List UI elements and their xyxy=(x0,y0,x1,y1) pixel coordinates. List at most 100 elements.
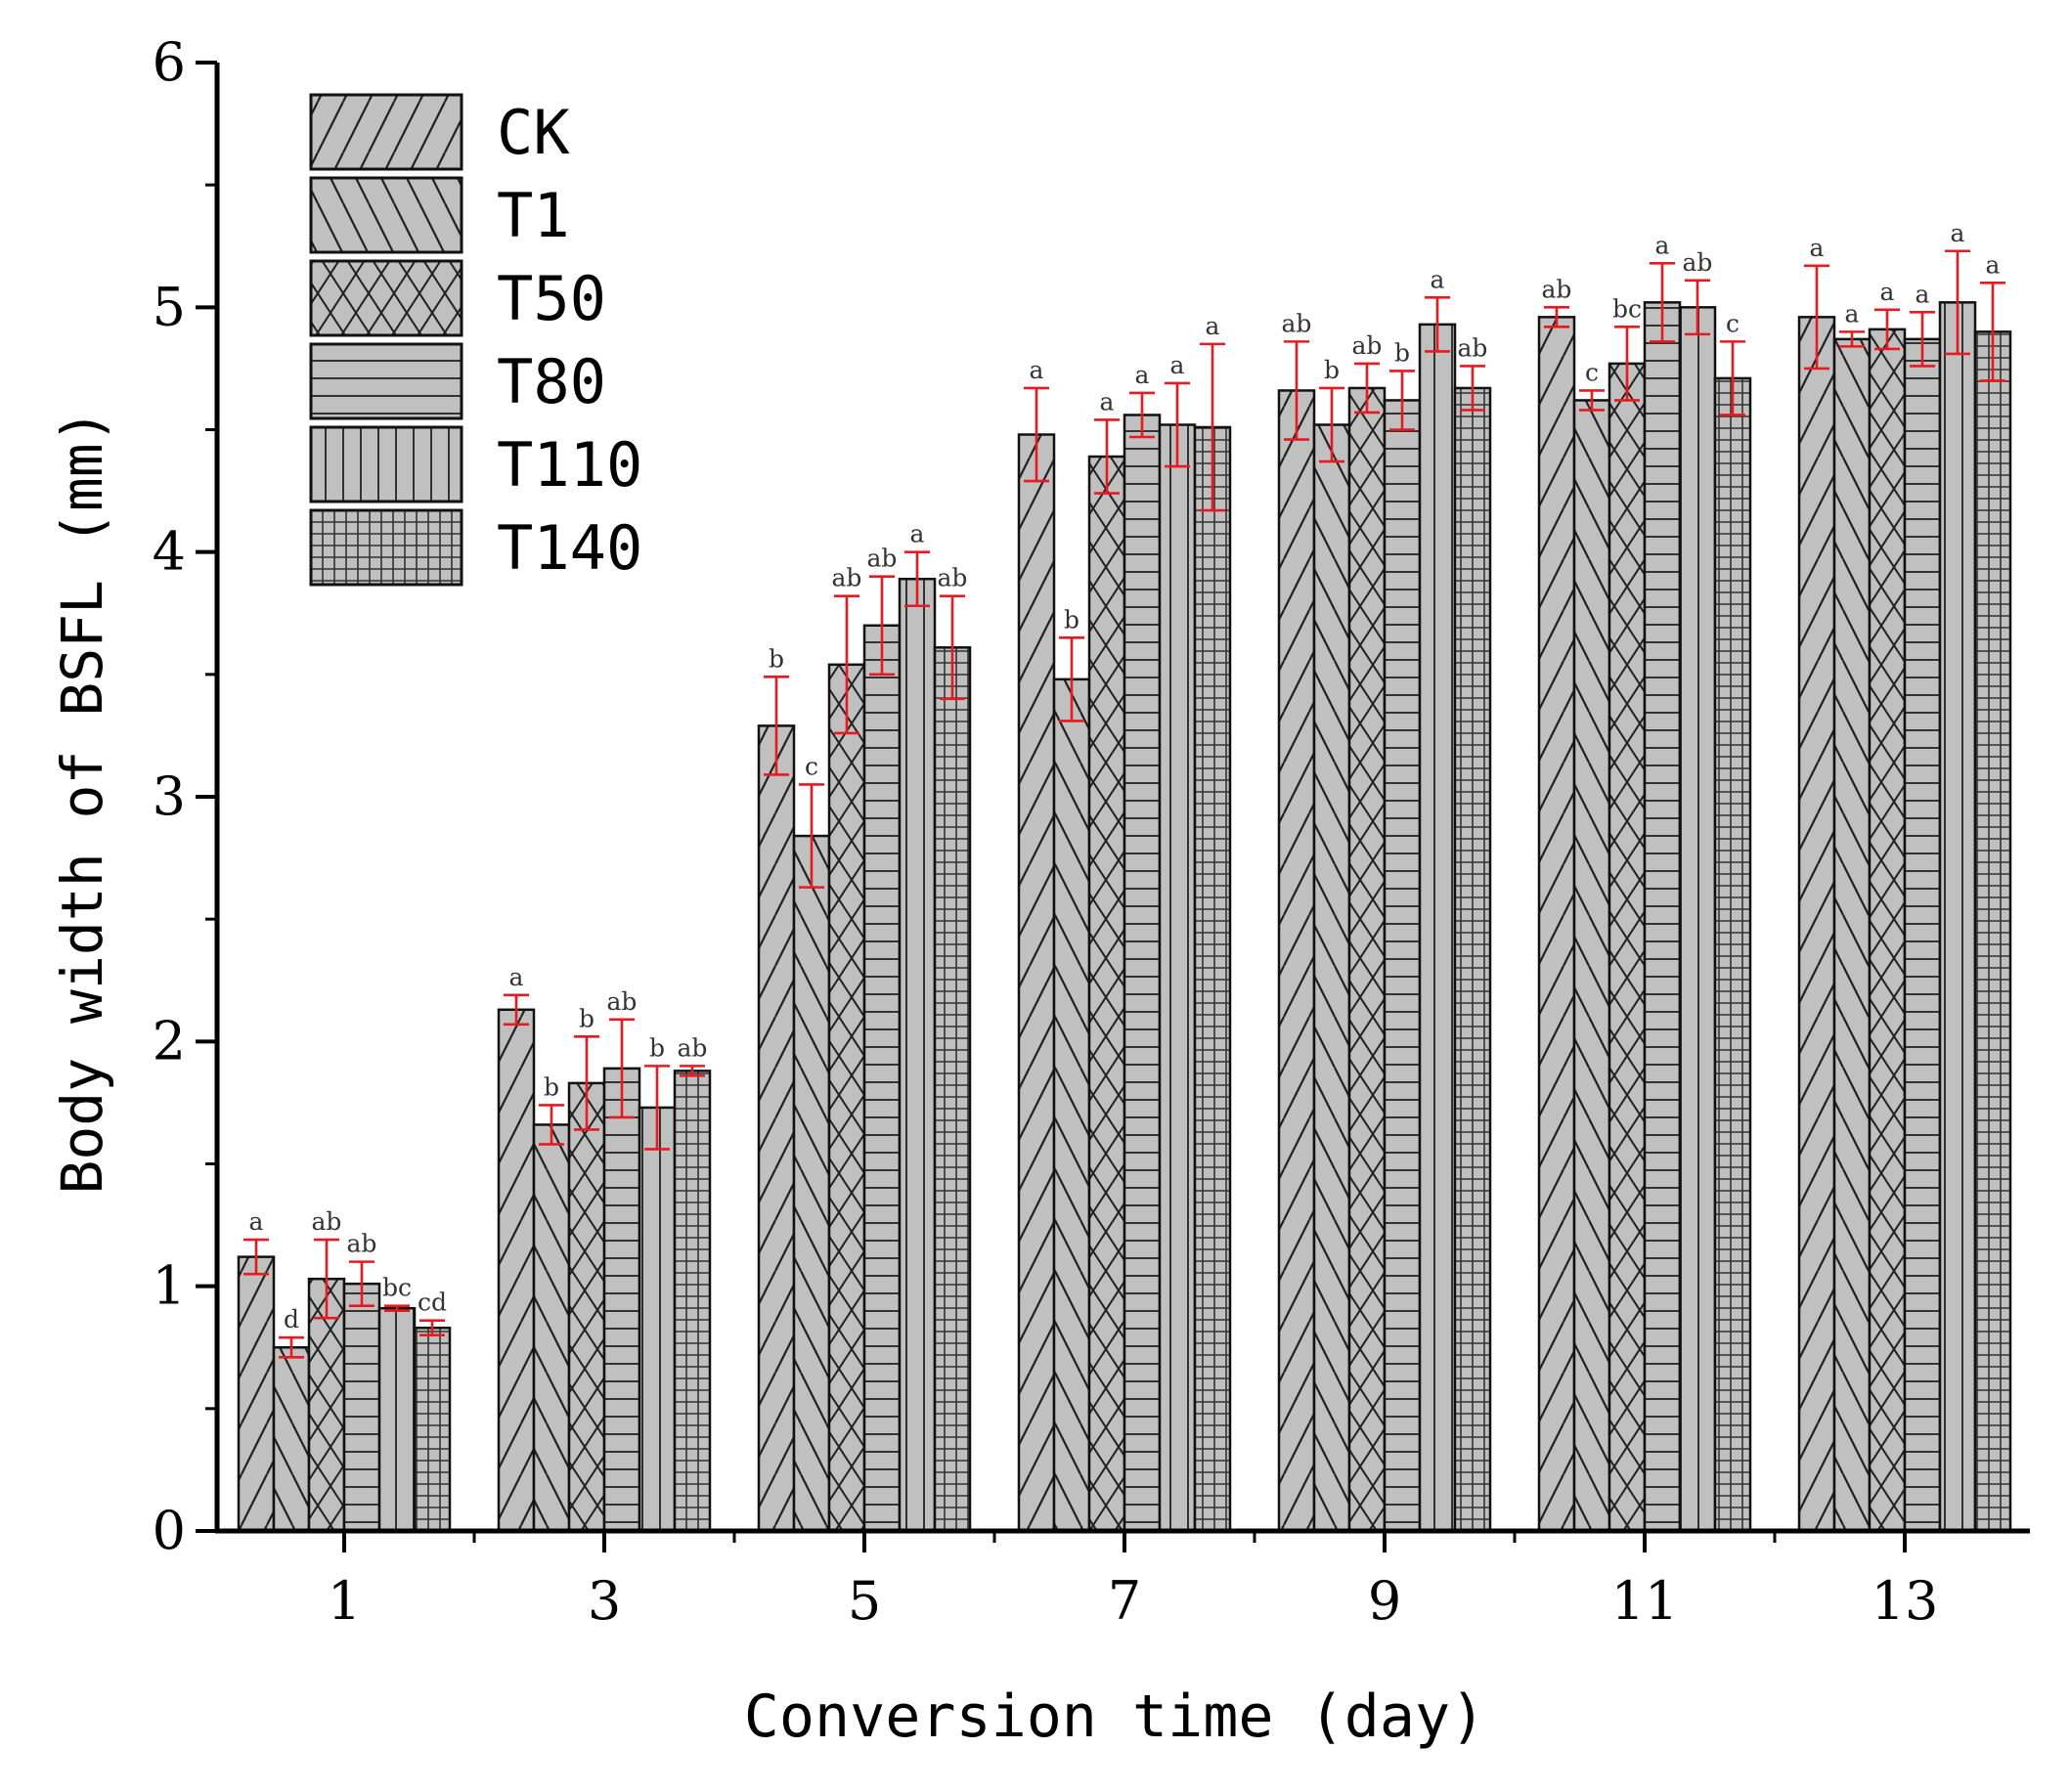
x-tick-label-3: 3 xyxy=(588,1570,621,1632)
significance-letter-T140-day-5: ab xyxy=(938,564,968,592)
x-tick-label-7: 7 xyxy=(1108,1570,1141,1632)
significance-letter-T1-day-7: b xyxy=(1064,605,1079,634)
bar-T80-day-11 xyxy=(1643,301,1682,1533)
legend-label-T80: T80 xyxy=(497,346,606,417)
bar-T50-day-5 xyxy=(827,663,866,1533)
bar-CK-day-1 xyxy=(237,1255,276,1533)
significance-letter-T140-day-11: c xyxy=(1726,309,1740,337)
bar-T110-day-9 xyxy=(1418,323,1457,1533)
bar-T140-day-5 xyxy=(933,646,972,1533)
significance-letter-T140-day-7: a xyxy=(1206,312,1220,340)
significance-letter-T1-day-9: b xyxy=(1324,356,1340,384)
bar-T1-day-13 xyxy=(1832,337,1872,1533)
significance-letter-T80-day-11: a xyxy=(1655,231,1670,259)
x-axis-label: Conversion time (day) xyxy=(744,1683,1486,1751)
bar-T80-day-9 xyxy=(1383,399,1422,1533)
bar-T50-day-11 xyxy=(1608,362,1647,1533)
bar-T140-day-3 xyxy=(673,1070,712,1533)
significance-letter-T80-day-5: ab xyxy=(867,545,898,573)
bar-T110-day-1 xyxy=(377,1306,417,1533)
significance-letter-CK-day-5: b xyxy=(769,644,784,673)
significance-letter-CK-day-13: a xyxy=(1810,234,1825,262)
legend-label-T140: T140 xyxy=(497,512,642,584)
significance-letter-T110-day-3: b xyxy=(649,1033,665,1062)
significance-letter-T110-day-9: a xyxy=(1431,265,1445,293)
bar-T140-day-11 xyxy=(1713,376,1752,1533)
bar-T110-day-3 xyxy=(638,1106,677,1533)
significance-letter-T110-day-13: a xyxy=(1951,219,1965,247)
bar-T80-day-7 xyxy=(1123,414,1162,1533)
significance-letter-CK-day-7: a xyxy=(1030,356,1044,384)
x-ticks: 1 3 5 7 9 11 13 xyxy=(328,1531,1939,1632)
bar-T80-day-1 xyxy=(342,1282,381,1533)
significance-letter-T80-day-3: ab xyxy=(607,987,638,1016)
bar-CK-day-9 xyxy=(1277,389,1316,1533)
legend-swatch-CK xyxy=(309,93,463,171)
significance-letter-T140-day-9: ab xyxy=(1458,333,1488,362)
bar-CK-day-13 xyxy=(1797,316,1836,1533)
legend-swatch-T50 xyxy=(309,259,463,337)
bar-T110-day-5 xyxy=(898,577,937,1533)
bar-T1-day-7 xyxy=(1052,677,1091,1533)
y-tick-label-4: 4 xyxy=(153,521,186,583)
bar-T110-day-7 xyxy=(1158,423,1197,1533)
significance-letter-T50-day-7: a xyxy=(1100,387,1115,415)
y-tick-label-6: 6 xyxy=(153,31,186,93)
bar-T1-day-5 xyxy=(792,834,831,1533)
bar-T50-day-7 xyxy=(1087,455,1126,1533)
significance-letter-T80-day-1: ab xyxy=(347,1230,377,1258)
bar-T80-day-5 xyxy=(862,624,902,1533)
bar-T110-day-13 xyxy=(1938,301,1977,1533)
bars-layer xyxy=(237,301,2012,1533)
bar-T80-day-13 xyxy=(1903,337,1942,1533)
y-ticks: 0 1 2 3 4 5 6 xyxy=(153,31,217,1561)
bar-T50-day-9 xyxy=(1347,386,1387,1533)
significance-letter-T110-day-5: a xyxy=(910,520,925,548)
bar-T140-day-1 xyxy=(413,1326,452,1533)
bar-CK-day-5 xyxy=(757,724,796,1533)
significance-letter-T50-day-5: ab xyxy=(832,564,862,592)
bar-T1-day-3 xyxy=(532,1123,571,1533)
y-tick-label-1: 1 xyxy=(153,1255,186,1317)
bar-T1-day-11 xyxy=(1572,399,1611,1533)
x-tick-label-1: 1 xyxy=(328,1570,361,1632)
significance-letter-T50-day-1: ab xyxy=(312,1207,342,1236)
x-tick-label-11: 11 xyxy=(1611,1570,1679,1632)
legend-swatch-T1 xyxy=(309,176,463,254)
significance-letter-T50-day-13: a xyxy=(1880,278,1895,306)
bar-CK-day-11 xyxy=(1537,316,1576,1533)
bar-T140-day-9 xyxy=(1453,386,1492,1533)
significance-letter-T50-day-9: ab xyxy=(1352,331,1383,360)
x-tick-label-5: 5 xyxy=(848,1570,881,1632)
y-tick-label-0: 0 xyxy=(153,1500,186,1561)
x-tick-label-13: 13 xyxy=(1872,1570,1939,1632)
bar-CK-day-3 xyxy=(497,1008,536,1533)
bar-T140-day-7 xyxy=(1193,425,1232,1533)
significance-letter-T110-day-11: ab xyxy=(1683,248,1713,277)
error-bars-layer xyxy=(243,249,2005,1359)
significance-letter-T80-day-9: b xyxy=(1394,338,1410,367)
significance-letter-T50-day-3: b xyxy=(579,1004,595,1032)
legend-label-T110: T110 xyxy=(497,429,642,501)
significance-letter-T110-day-1: bc xyxy=(382,1274,412,1302)
bar-T1-day-1 xyxy=(272,1346,311,1533)
legend-swatch-T110 xyxy=(309,425,463,503)
y-tick-label-3: 3 xyxy=(153,765,186,827)
significance-letter-CK-day-11: ab xyxy=(1542,275,1572,303)
significance-letter-T80-day-7: a xyxy=(1135,361,1150,389)
bar-T50-day-3 xyxy=(567,1081,606,1533)
y-tick-label-5: 5 xyxy=(153,276,186,337)
significance-letter-T1-day-5: c xyxy=(805,752,818,780)
significance-letter-T1-day-11: c xyxy=(1585,358,1599,386)
significance-letter-CK-day-1: a xyxy=(249,1207,264,1236)
significance-letter-T1-day-1: d xyxy=(284,1305,299,1333)
significance-letter-T140-day-1: cd xyxy=(418,1289,447,1317)
legend-label-CK: CK xyxy=(497,97,570,168)
bar-T80-day-3 xyxy=(602,1067,641,1533)
significance-letter-T1-day-3: b xyxy=(544,1072,559,1101)
legend-swatch-T80 xyxy=(309,342,463,420)
significance-letter-T50-day-11: bc xyxy=(1612,294,1642,323)
